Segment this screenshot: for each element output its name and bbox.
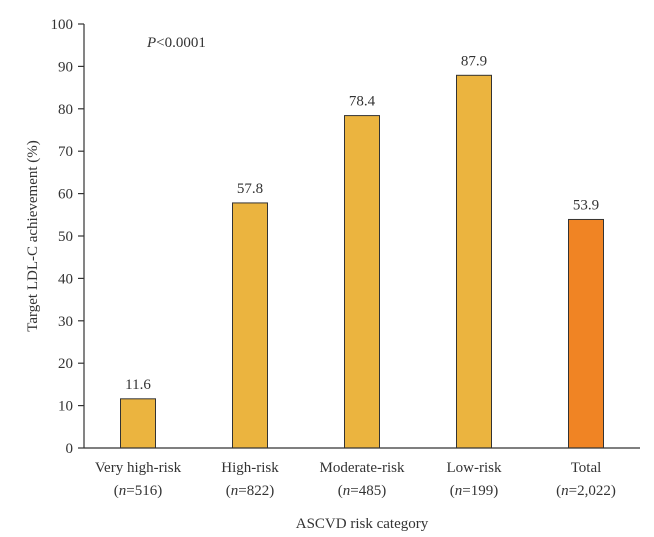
n-value: =485 [350, 483, 381, 499]
n-value: =822 [238, 483, 269, 499]
y-axis-title: Target LDL-C achievement (%) [25, 140, 41, 332]
x-axis-category-labels: Very high-risk(n=516)High-risk(n=822)Mod… [95, 460, 616, 499]
n-symbol: n [231, 483, 239, 499]
bars: 11.6 57.8 78.4 87.9 53.9 [120, 53, 604, 449]
x-category-label: Very high-risk [95, 460, 182, 476]
x-category-label: Moderate-risk [320, 460, 405, 476]
x-category-label: Low-risk [447, 460, 502, 476]
bar [456, 74, 492, 449]
n-open-paren: ( [114, 483, 119, 499]
bar-value-label: 87.9 [461, 53, 487, 69]
n-open-paren: ( [226, 483, 231, 499]
n-symbol: n [119, 483, 127, 499]
y-tick-label: 40 [58, 271, 73, 287]
bar-value-label: 53.9 [573, 197, 599, 213]
p-value-annotation: P<0.0001 [146, 35, 206, 51]
n-close-paren: ) [381, 483, 386, 499]
n-close-paren: ) [157, 483, 162, 499]
y-tick-label: 100 [51, 17, 74, 33]
y-tick-label: 30 [58, 314, 73, 330]
bar [232, 202, 268, 449]
x-category-n-label: (n=485) [338, 483, 386, 499]
p-value: <0.0001 [156, 35, 206, 51]
y-axis-ticks: 0 10 20 30 40 50 60 70 80 90 100 [51, 17, 84, 457]
y-tick-label: 0 [66, 441, 74, 457]
n-close-paren: ) [493, 483, 498, 499]
y-tick-label: 60 [58, 187, 73, 203]
n-open-paren: ( [556, 483, 561, 499]
n-value: =516 [126, 483, 157, 499]
y-tick-label: 90 [58, 59, 73, 75]
bar-value-label: 57.8 [237, 181, 263, 197]
n-symbol: n [561, 483, 569, 499]
n-symbol: n [455, 483, 463, 499]
bar [120, 398, 156, 449]
n-close-paren: ) [611, 483, 616, 499]
n-open-paren: ( [450, 483, 455, 499]
y-tick-label: 20 [58, 356, 73, 372]
n-value: =2,022 [569, 483, 611, 499]
x-category-label: High-risk [221, 460, 279, 476]
x-category-n-label: (n=2,022) [556, 483, 616, 499]
n-symbol: n [343, 483, 351, 499]
bar-value-label: 78.4 [349, 94, 376, 110]
x-axis-title: ASCVD risk category [296, 516, 429, 532]
x-category-n-label: (n=516) [114, 483, 162, 499]
bar [344, 115, 380, 449]
p-symbol: P [146, 35, 156, 51]
x-category-n-label: (n=199) [450, 483, 498, 499]
n-value: =199 [462, 483, 493, 499]
x-category-n-label: (n=822) [226, 483, 274, 499]
y-tick-label: 80 [58, 102, 73, 118]
x-category-label: Total [571, 460, 602, 476]
bar [568, 218, 604, 449]
y-tick-label: 70 [58, 144, 73, 160]
n-open-paren: ( [338, 483, 343, 499]
y-tick-label: 50 [58, 229, 73, 245]
y-tick-label: 10 [58, 399, 73, 415]
bar-value-label: 11.6 [125, 377, 151, 393]
n-close-paren: ) [269, 483, 274, 499]
